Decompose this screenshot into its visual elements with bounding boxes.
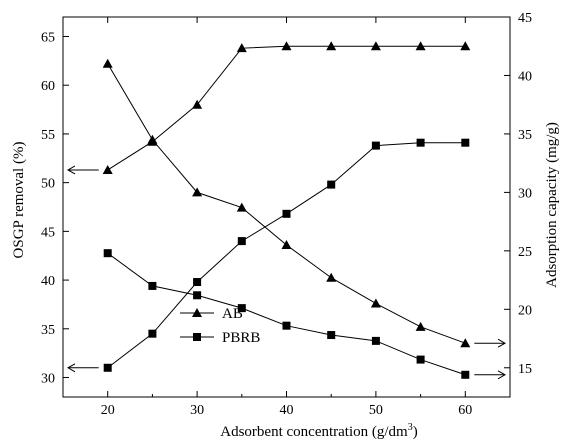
ab-capacity-point	[102, 58, 113, 68]
left-y-tick-label: 35	[41, 323, 55, 338]
x-tick-label: 20	[101, 403, 115, 418]
right-y-tick-label: 25	[518, 245, 532, 260]
x-tick-label: 60	[458, 403, 472, 418]
pbrb-removal-point	[103, 363, 112, 372]
pbrb-removal-point	[416, 138, 425, 147]
right-y-tick-label: 20	[518, 303, 532, 318]
pbrb-removal-point	[371, 141, 380, 150]
left-y-tick-label: 55	[41, 128, 55, 143]
pbrb-removal-point	[282, 209, 291, 218]
x-axis-title-superscript: 3	[408, 422, 413, 433]
pbrb-removal-point	[237, 237, 246, 246]
ab-removal-point	[326, 41, 337, 51]
ab-capacity-point	[192, 187, 203, 197]
left-y-tick-label: 65	[41, 30, 55, 45]
x-axis-title: Adsorbent concentration (g/dm3)	[220, 422, 417, 440]
left-y-tick-label: 30	[41, 372, 55, 387]
left-y-axis-title: OSGP removal (%)	[11, 142, 27, 259]
pbrb-capacity-point	[327, 331, 336, 340]
ab-capacity-point	[281, 240, 292, 249]
ab-removal-point	[192, 99, 203, 109]
pbrb-removal-point	[148, 329, 157, 338]
pbrb-removal-point	[193, 278, 202, 287]
pbrb-capacity-point	[103, 249, 112, 258]
pbrb-removal-line	[107, 142, 466, 369]
right-y-axis-ticks: 15 20 25 30 35 40 45	[504, 11, 532, 377]
ab-capacity-point	[147, 134, 158, 144]
ab-capacity-point	[370, 298, 381, 308]
ab-removal-point	[102, 164, 113, 174]
pbrb-capacity-point	[461, 370, 470, 379]
left-y-axis-ticks: 30 35 40 45 50 55 60 65	[41, 30, 69, 387]
ab-capacity-line	[107, 63, 466, 344]
left-y-tick-label: 45	[41, 225, 55, 240]
pbrb-capacity-point	[148, 281, 157, 290]
pbrb-capacity-right-arrow-head	[497, 370, 507, 380]
axes	[62, 16, 511, 398]
x-axis-ticks: 20 30 40 50 60	[101, 17, 472, 418]
right-y-tick-label: 35	[518, 128, 532, 143]
legend-label: AB	[222, 306, 243, 322]
ab-capacity-point	[326, 272, 337, 282]
ab-capacity-right-arrow-head	[497, 338, 507, 348]
legend-label: PBRB	[222, 330, 260, 346]
left-y-tick-label: 60	[41, 79, 55, 94]
series-layer	[102, 41, 471, 379]
ab-removal-point	[370, 41, 381, 51]
pbrb-removal-point	[461, 138, 470, 147]
ab-capacity-point	[415, 321, 426, 331]
pbrb-removal-point	[327, 180, 336, 189]
right-y-tick-label: 30	[518, 186, 532, 201]
x-tick-label: 30	[190, 403, 204, 418]
pbrb-capacity-point	[416, 355, 425, 364]
ab-removal-point	[415, 41, 426, 51]
x-tick-label: 40	[280, 403, 294, 418]
ab-removal-point	[460, 41, 471, 51]
legend: AB PBRB	[180, 306, 260, 346]
pbrb-capacity-point	[237, 304, 246, 313]
right-y-tick-label: 40	[518, 69, 532, 84]
left-y-tick-label: 40	[41, 274, 55, 289]
ab-removal-left-arrow-head	[66, 165, 76, 175]
legend-marker	[192, 308, 202, 317]
legend-marker	[193, 333, 201, 341]
ab-capacity-point	[460, 338, 471, 348]
pbrb-capacity-line	[107, 252, 466, 376]
ab-removal-point	[281, 41, 292, 51]
axis-indicator-arrows	[66, 165, 507, 380]
ab-removal-line	[107, 45, 466, 171]
plot-frame	[62, 16, 511, 398]
ab-removal-point	[236, 43, 247, 53]
left-y-tick-label: 50	[41, 177, 55, 192]
x-axis-title-end: )	[413, 424, 418, 440]
ab-capacity-point	[236, 202, 247, 212]
pbrb-capacity-point	[193, 291, 202, 300]
right-y-tick-label: 45	[518, 11, 532, 26]
right-y-axis-title: Adsorption capacity (mg/g)	[544, 122, 560, 288]
pbrb-removal-left-arrow-head	[66, 363, 76, 373]
pbrb-capacity-point	[371, 336, 380, 345]
right-y-tick-label: 15	[518, 362, 532, 377]
pbrb-capacity-point	[282, 321, 291, 330]
x-tick-label: 50	[369, 403, 383, 418]
